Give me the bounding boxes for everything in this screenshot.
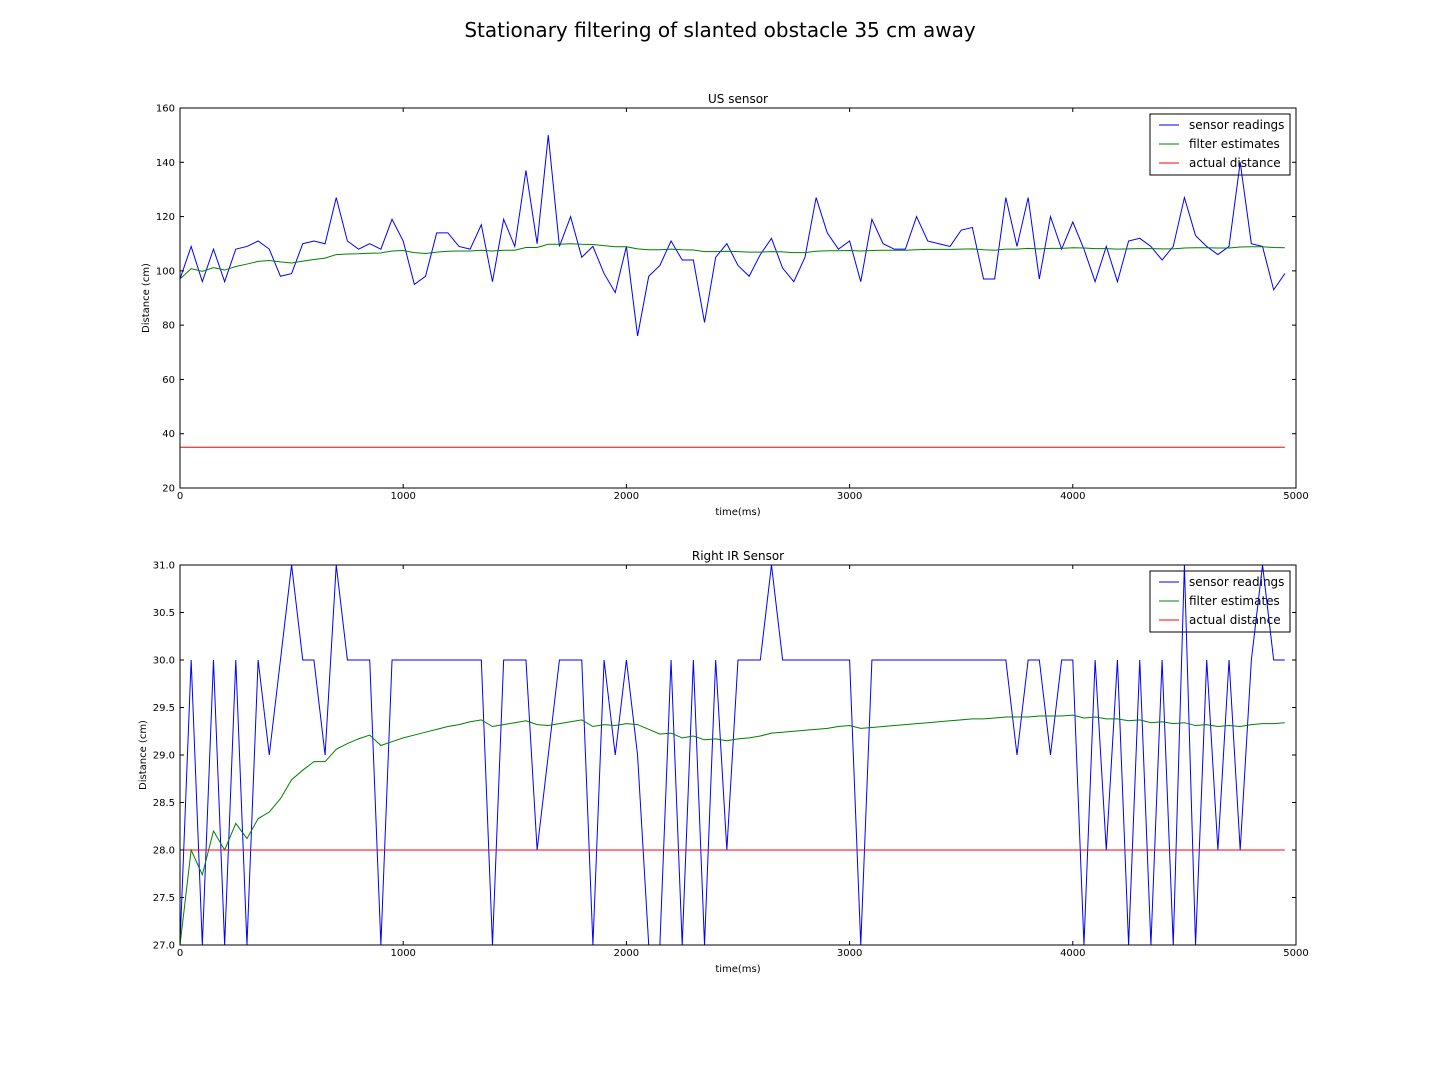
y-tick-label: 60 bbox=[162, 375, 175, 386]
y-tick-label: 30.5 bbox=[153, 608, 175, 619]
us-sensor-ylabel: Distance (cm) bbox=[141, 263, 152, 333]
legend-label-sensor-readings: sensor readings bbox=[1189, 575, 1284, 589]
legend-label-filter-estimates: filter estimates bbox=[1189, 137, 1280, 151]
x-tick-label: 2000 bbox=[614, 948, 639, 959]
x-tick-label: 5000 bbox=[1283, 491, 1308, 502]
right-ir-sensor-axes: Right IR Sensor time(ms) Distance (cm) s… bbox=[138, 549, 1309, 975]
y-tick-label: 27.5 bbox=[153, 893, 175, 904]
x-tick-label: 1000 bbox=[390, 948, 415, 959]
x-tick-label: 4000 bbox=[1060, 491, 1085, 502]
y-tick-label: 40 bbox=[162, 429, 175, 440]
us-sensor-title: US sensor bbox=[708, 92, 768, 106]
figure-suptitle: Stationary filtering of slanted obstacle… bbox=[464, 18, 976, 42]
right-ir-sensor-title: Right IR Sensor bbox=[692, 549, 784, 563]
legend-label-actual-distance: actual distance bbox=[1189, 156, 1281, 170]
right-ir-sensor-ylabel: Distance (cm) bbox=[138, 720, 149, 790]
x-tick-label: 0 bbox=[177, 948, 183, 959]
y-tick-label: 29.0 bbox=[153, 751, 175, 762]
y-tick-label: 20 bbox=[162, 484, 175, 495]
y-tick-label: 28.5 bbox=[153, 798, 175, 809]
y-tick-label: 30.0 bbox=[153, 656, 175, 667]
us-sensor-filter-estimates-line bbox=[180, 243, 1285, 280]
x-tick-label: 1000 bbox=[390, 491, 415, 502]
y-tick-label: 29.5 bbox=[153, 703, 175, 714]
us-sensor-legend: sensor readings filter estimates actual di… bbox=[1149, 113, 1291, 176]
y-tick-label: 27.0 bbox=[153, 941, 175, 952]
legend-label-actual-distance: actual distance bbox=[1189, 613, 1281, 627]
legend-label-sensor-readings: sensor readings bbox=[1189, 118, 1284, 132]
right-ir-sensor-xlabel: time(ms) bbox=[715, 964, 760, 975]
x-tick-label: 0 bbox=[177, 491, 183, 502]
us-sensor-xlabel: time(ms) bbox=[715, 507, 760, 518]
right-ir-sensor-sensor-readings-line bbox=[180, 565, 1285, 945]
right-ir-sensor-filter-estimates-line bbox=[180, 714, 1285, 945]
y-tick-label: 80 bbox=[162, 321, 175, 332]
y-tick-label: 120 bbox=[156, 212, 175, 223]
x-tick-label: 3000 bbox=[837, 491, 862, 502]
x-tick-label: 2000 bbox=[614, 491, 639, 502]
us-sensor-frame bbox=[179, 107, 1297, 489]
y-tick-label: 100 bbox=[156, 266, 175, 277]
legend-label-filter-estimates: filter estimates bbox=[1189, 594, 1280, 608]
y-tick-label: 160 bbox=[156, 104, 175, 115]
x-tick-label: 4000 bbox=[1060, 948, 1085, 959]
us-sensor-sensor-readings-line bbox=[180, 135, 1286, 337]
y-tick-label: 28.0 bbox=[153, 846, 175, 857]
y-tick-label: 140 bbox=[156, 158, 175, 169]
us-sensor-axes: US sensor time(ms) Distance (cm) sensor … bbox=[141, 92, 1309, 518]
x-tick-label: 3000 bbox=[837, 948, 862, 959]
x-tick-label: 5000 bbox=[1283, 948, 1308, 959]
y-tick-label: 31.0 bbox=[153, 561, 175, 572]
